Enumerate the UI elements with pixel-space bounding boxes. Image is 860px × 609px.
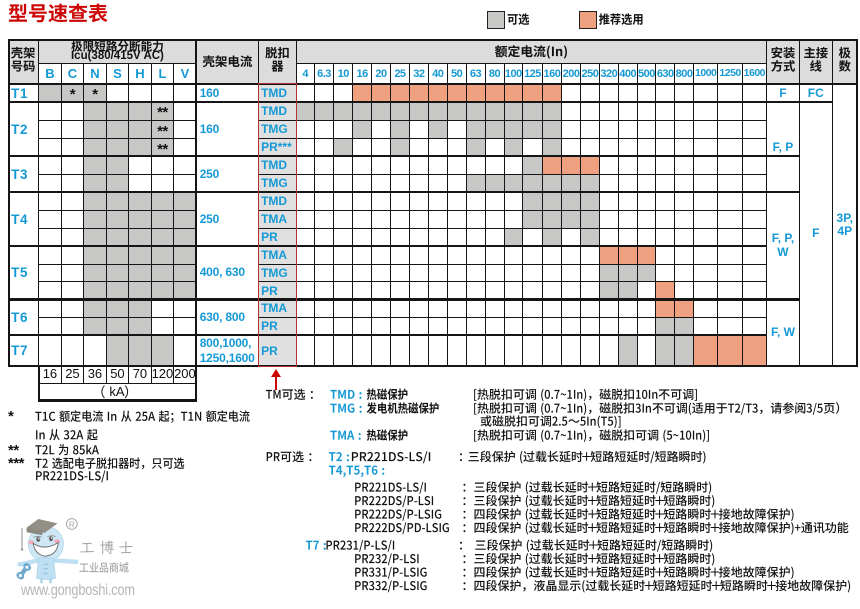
svg-text:R: R — [69, 519, 75, 529]
